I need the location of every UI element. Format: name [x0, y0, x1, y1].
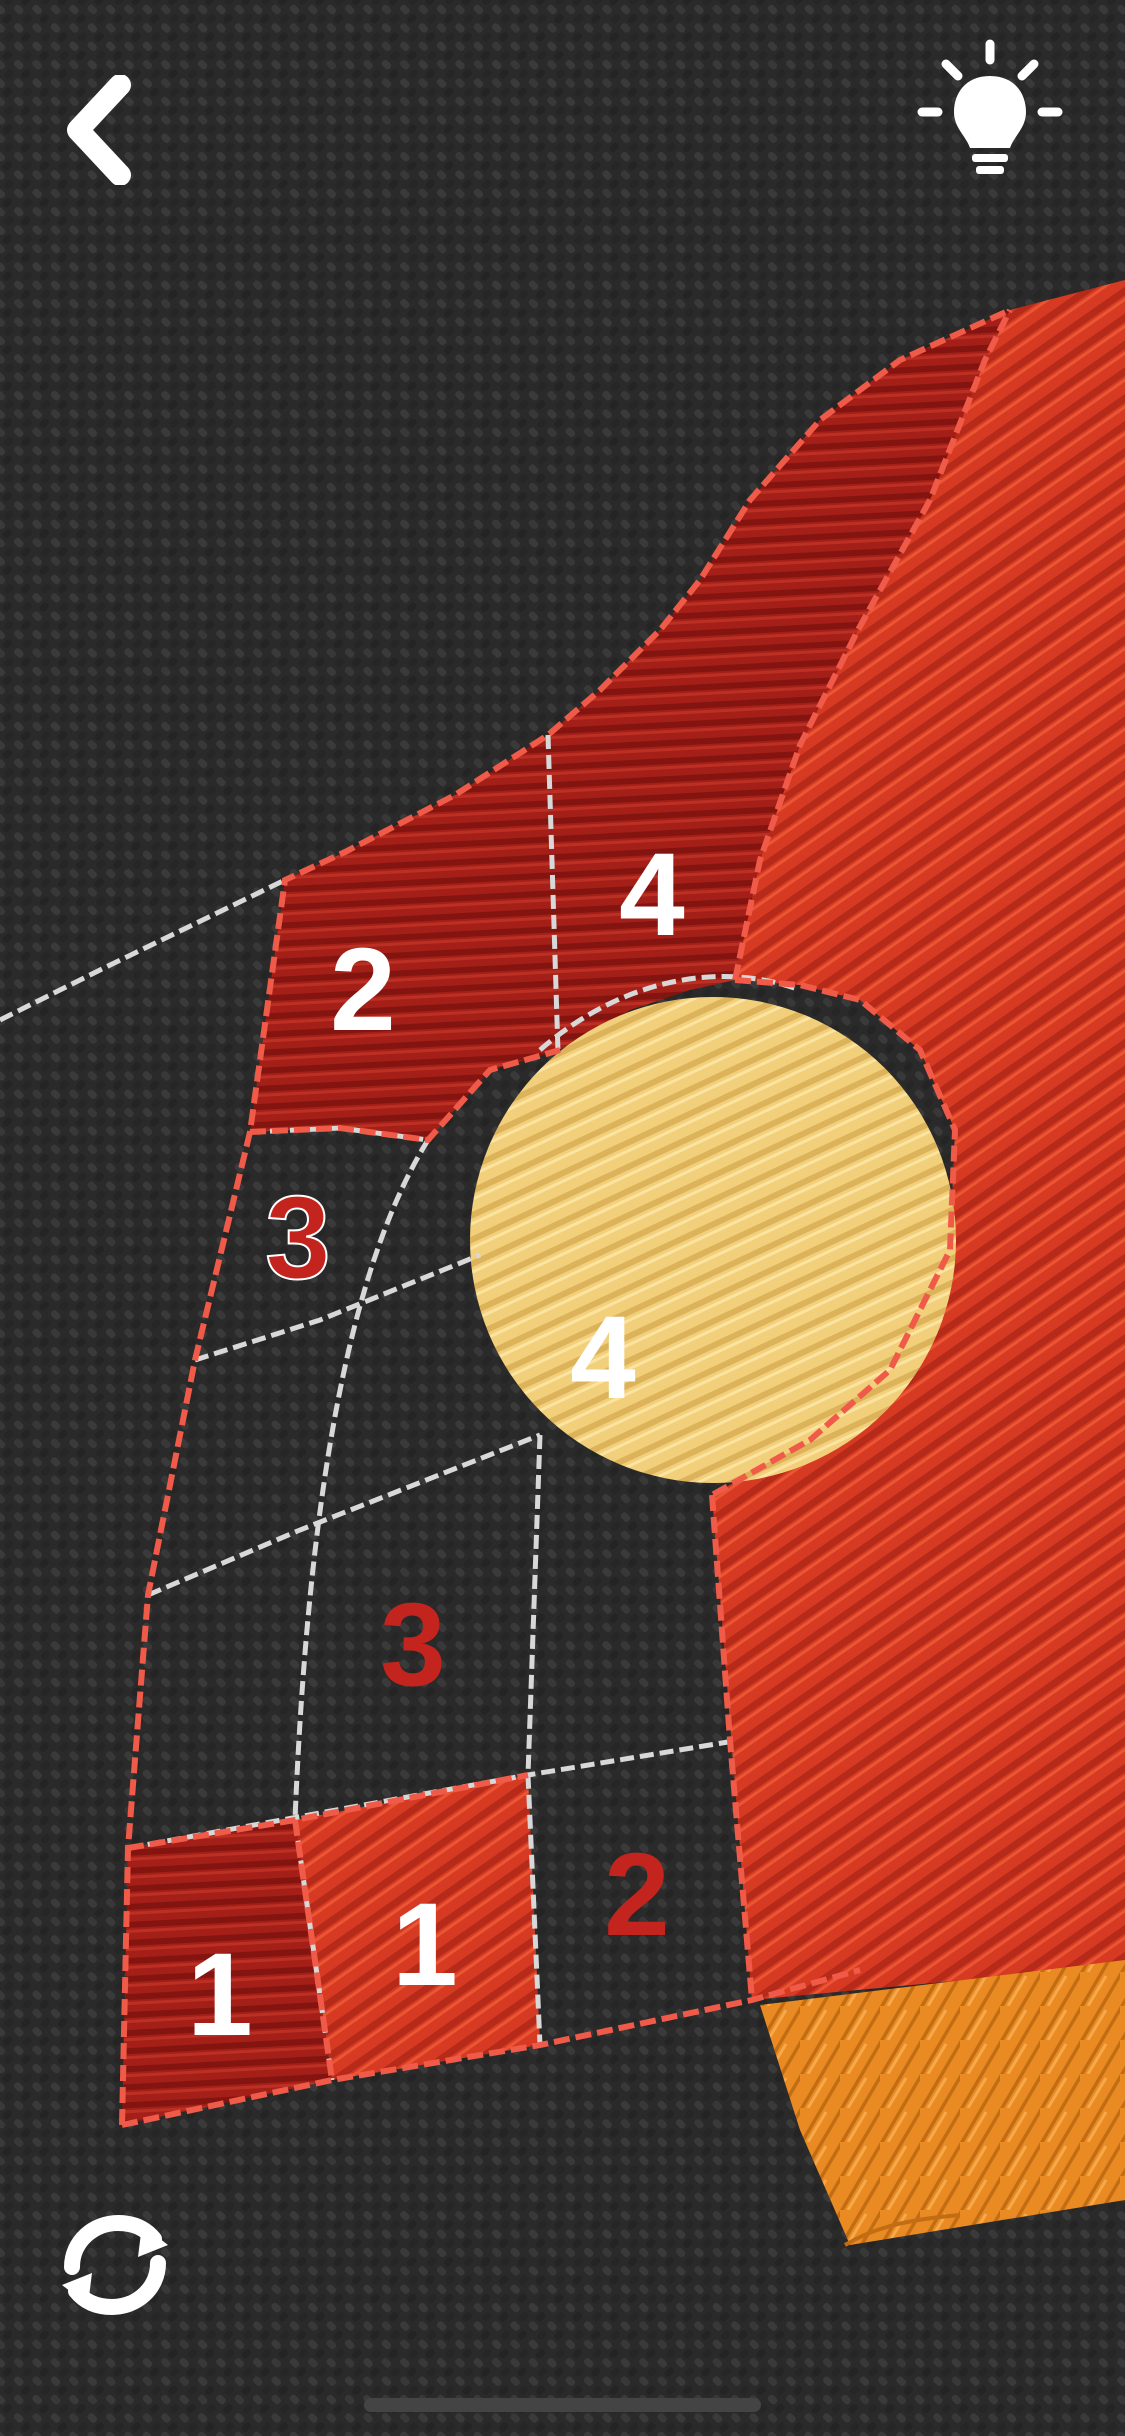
lightbulb-icon	[917, 39, 1063, 174]
back-button[interactable]	[40, 60, 160, 200]
home-indicator	[364, 2398, 761, 2412]
cell-label-1-left: 1	[187, 1929, 253, 2061]
cell-label-2-right: 2	[604, 1829, 670, 1961]
cell-label-3-upper: 3	[265, 1172, 331, 1304]
hint-button[interactable]	[910, 30, 1070, 190]
cell-label-3-lower: 3	[380, 1579, 446, 1711]
restart-icon	[62, 2214, 168, 2316]
cell-4-upper-band[interactable]	[548, 310, 1010, 1050]
cell-1-middle[interactable]	[295, 1775, 540, 2080]
chevron-left-icon	[67, 75, 131, 185]
red-region	[712, 280, 1125, 2000]
restart-button[interactable]	[40, 2200, 190, 2330]
cell-label-1-middle: 1	[392, 1879, 458, 2011]
cell-2-top[interactable]	[250, 735, 560, 1140]
orange-braid-region	[760, 1960, 1125, 2245]
cell-1-left[interactable]	[122, 1820, 332, 2125]
cell-label-4-circle: 4	[570, 1292, 636, 1424]
cell-4-circle[interactable]	[470, 997, 956, 1483]
cell-label-4-band: 4	[619, 829, 685, 961]
region-outline-stitches	[119, 307, 1013, 2128]
cell-label-2-top: 2	[330, 924, 396, 1056]
